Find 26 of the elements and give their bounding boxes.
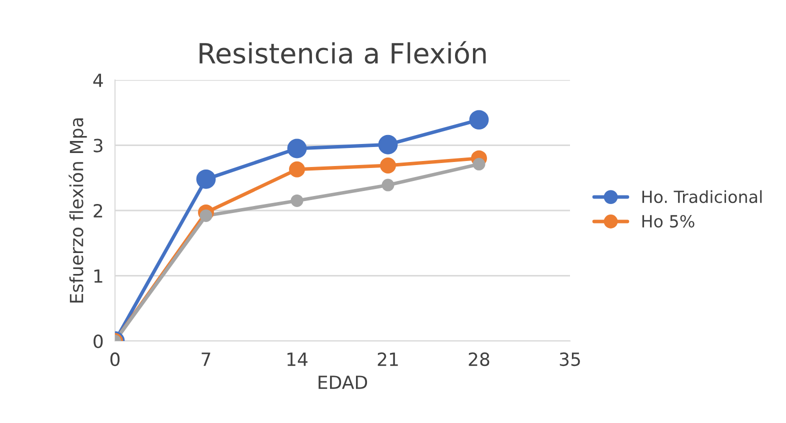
point xyxy=(382,178,394,192)
point xyxy=(289,161,305,178)
y-tick-label: 4 xyxy=(93,74,103,87)
legend-label: Ho 5% xyxy=(642,214,694,228)
x-tick-label: 7 xyxy=(202,352,210,366)
legend-label: Ho. Tradicional xyxy=(642,190,762,204)
x-tick-label: 35 xyxy=(560,352,580,366)
point xyxy=(200,209,212,222)
point xyxy=(472,158,486,170)
x-tick-label: 0 xyxy=(110,352,120,366)
y-tick-label: 3 xyxy=(94,138,102,152)
point xyxy=(469,110,489,130)
point xyxy=(378,134,398,154)
point xyxy=(380,157,396,174)
y-axis-title: Esfuerzo flexión Mpa xyxy=(68,118,87,303)
x-tick-label: 21 xyxy=(378,352,398,366)
point xyxy=(290,194,304,207)
chart-title: Resistencia a Flexión xyxy=(200,41,486,64)
y-tick-label: 1 xyxy=(94,269,102,283)
x-tick-label: 28 xyxy=(468,352,490,366)
y-tick-label: 0 xyxy=(94,334,103,348)
point xyxy=(196,169,216,189)
x-tick-label: 14 xyxy=(287,352,308,366)
y-tick-label: 2 xyxy=(94,204,102,218)
point xyxy=(287,138,307,158)
x-axis-title: EDAD xyxy=(318,376,368,389)
